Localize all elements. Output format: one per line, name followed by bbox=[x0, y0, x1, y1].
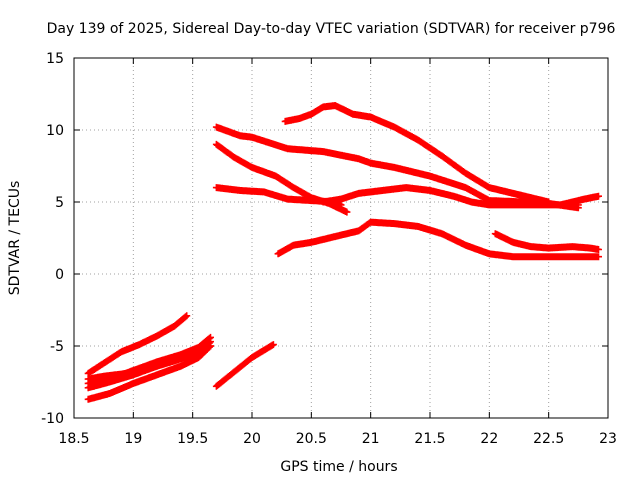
series-track-1 bbox=[84, 312, 191, 377]
series-markers bbox=[212, 341, 277, 390]
plot-frame bbox=[73, 57, 609, 419]
x-tick-label: 22 bbox=[480, 431, 498, 447]
y-tick-label: -10 bbox=[41, 411, 64, 427]
series-markers bbox=[281, 102, 553, 206]
x-tick-label: 20.5 bbox=[296, 431, 327, 447]
y-axis-label: SDTVAR / TECUs bbox=[7, 181, 23, 296]
y-tick-label: -5 bbox=[50, 339, 64, 355]
series-track-14 bbox=[491, 230, 602, 253]
series-track-11 bbox=[281, 102, 553, 206]
series-track-6 bbox=[212, 341, 277, 390]
series-markers bbox=[557, 192, 602, 209]
series-markers bbox=[491, 230, 602, 253]
series-markers bbox=[319, 184, 582, 209]
y-tick-label: 5 bbox=[55, 195, 64, 211]
series-track-12 bbox=[557, 192, 602, 209]
x-tick-label: 18.5 bbox=[58, 431, 89, 447]
x-tick-label: 21 bbox=[362, 431, 380, 447]
x-tick-label: 19 bbox=[124, 431, 142, 447]
y-tick-label: 10 bbox=[46, 123, 64, 139]
series-markers bbox=[84, 342, 214, 383]
chart-title: Day 139 of 2025, Sidereal Day-to-day VTE… bbox=[47, 21, 616, 37]
series-track-5 bbox=[84, 342, 214, 403]
series-markers bbox=[84, 312, 191, 377]
series-track-4 bbox=[84, 342, 214, 383]
x-tick-label: 19.5 bbox=[177, 431, 208, 447]
x-tick-label: 21.5 bbox=[414, 431, 445, 447]
axis-ticks bbox=[73, 57, 609, 419]
series-track-13 bbox=[274, 218, 602, 261]
x-tick-label: 23 bbox=[599, 431, 617, 447]
x-axis-label: GPS time / hours bbox=[280, 459, 397, 475]
y-tick-label: 0 bbox=[55, 267, 64, 283]
series-track-10 bbox=[319, 184, 582, 209]
data-series bbox=[84, 102, 602, 403]
series-markers bbox=[84, 342, 214, 403]
x-tick-label: 20 bbox=[243, 431, 261, 447]
y-tick-label: 15 bbox=[46, 51, 64, 67]
x-tick-label: 22.5 bbox=[533, 431, 564, 447]
axis-tick-labels: 18.5 19 19.5 20 20.5 21 21.5 22 22.5 23 -10 -5 0 5 10 1… bbox=[41, 51, 617, 447]
series-markers bbox=[274, 218, 602, 261]
